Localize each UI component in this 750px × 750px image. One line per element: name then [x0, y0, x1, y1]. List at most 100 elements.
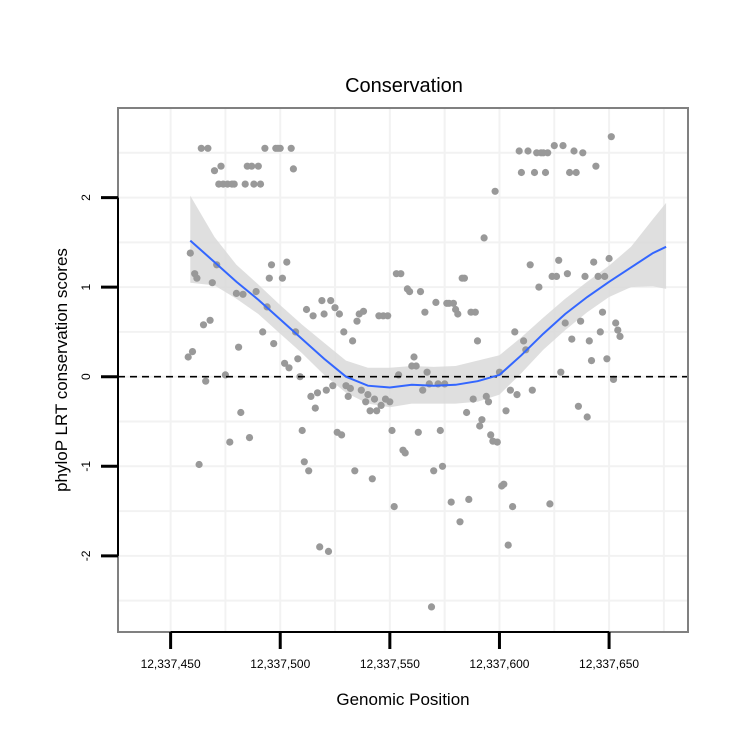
data-point — [476, 422, 484, 430]
data-point — [188, 348, 197, 356]
data-point — [432, 298, 440, 306]
data-point — [331, 304, 339, 312]
y-axis-title: phyloP LRT conservation scores — [52, 248, 71, 492]
data-point — [278, 274, 286, 282]
data-point — [186, 249, 194, 257]
data-point — [316, 543, 324, 551]
data-point — [502, 407, 510, 415]
smooth-line — [189, 239, 667, 389]
data-point — [307, 392, 315, 400]
data-point — [311, 404, 319, 412]
data-point — [612, 319, 620, 327]
data-point — [598, 308, 607, 316]
data-point — [478, 416, 486, 424]
data-point — [555, 256, 563, 264]
x-tick-label: 12,337,600 — [469, 657, 529, 671]
data-point — [609, 375, 618, 383]
data-point — [515, 147, 523, 155]
data-point — [204, 144, 212, 152]
data-point — [506, 386, 514, 394]
data-point — [202, 377, 210, 385]
data-point — [563, 270, 572, 278]
data-point — [438, 462, 447, 470]
data-point — [217, 162, 225, 170]
data-point — [480, 234, 488, 242]
data-point — [270, 340, 278, 348]
data-point — [344, 392, 352, 400]
data-point — [254, 162, 262, 170]
x-tick-label: 12,337,650 — [579, 657, 639, 671]
data-point — [208, 279, 216, 287]
data-point — [359, 307, 368, 315]
data-point — [491, 187, 499, 195]
data-point — [324, 547, 333, 556]
data-point — [441, 380, 449, 388]
data-point — [259, 328, 267, 336]
data-point — [239, 290, 247, 298]
data-point — [388, 426, 396, 435]
data-point — [287, 144, 295, 152]
data-point — [226, 438, 234, 446]
data-point — [456, 518, 464, 526]
data-point — [384, 312, 392, 320]
data-point — [430, 467, 438, 475]
data-point — [590, 258, 598, 266]
y-tick-label: -1 — [79, 461, 93, 472]
data-point — [592, 162, 600, 170]
data-point — [322, 386, 330, 394]
data-point — [577, 317, 585, 325]
data-point — [585, 337, 593, 345]
data-point — [607, 133, 615, 141]
data-point — [524, 147, 532, 155]
data-point — [320, 310, 328, 318]
y-tick-label: -2 — [79, 550, 93, 561]
data-point — [513, 391, 521, 399]
data-point — [546, 500, 554, 508]
data-point — [364, 391, 372, 399]
data-point — [574, 402, 583, 410]
data-point — [338, 431, 346, 439]
data-point — [530, 168, 539, 177]
data-point — [427, 603, 436, 611]
data-point — [473, 337, 482, 345]
data-point — [605, 254, 613, 263]
data-point — [305, 467, 313, 475]
chart-title: Conservation — [345, 75, 463, 97]
data-point — [406, 288, 414, 296]
data-point — [327, 297, 335, 305]
y-tick-label: 1 — [79, 283, 93, 290]
data-point — [329, 382, 337, 390]
data-point — [294, 355, 302, 363]
data-point — [250, 180, 258, 188]
data-point — [469, 395, 477, 403]
data-point — [482, 392, 490, 400]
data-point — [561, 319, 569, 327]
y-axis: -2 -1 0 1 2 — [79, 194, 119, 561]
data-point — [276, 144, 284, 152]
data-point — [528, 386, 536, 394]
data-point — [195, 460, 203, 469]
data-point — [346, 384, 354, 392]
data-point — [559, 142, 567, 150]
data-point — [526, 261, 534, 269]
data-point — [353, 317, 361, 325]
data-point — [248, 162, 256, 170]
data-point — [237, 408, 245, 417]
data-point — [508, 503, 517, 511]
data-point — [245, 434, 254, 442]
x-tick-label: 12,337,550 — [360, 657, 420, 671]
data-point — [421, 308, 429, 316]
x-tick-label: 12,337,450 — [141, 657, 201, 671]
data-point — [520, 337, 528, 345]
y-tick-label: 2 — [79, 194, 93, 201]
data-point — [318, 297, 326, 305]
data-point — [447, 498, 455, 506]
data-point — [552, 272, 561, 280]
data-point — [566, 168, 574, 177]
x-axis-title: Genomic Position — [336, 690, 469, 709]
data-point — [210, 167, 219, 175]
data-point — [373, 407, 381, 415]
data-point — [581, 272, 589, 280]
data-point — [412, 362, 420, 370]
